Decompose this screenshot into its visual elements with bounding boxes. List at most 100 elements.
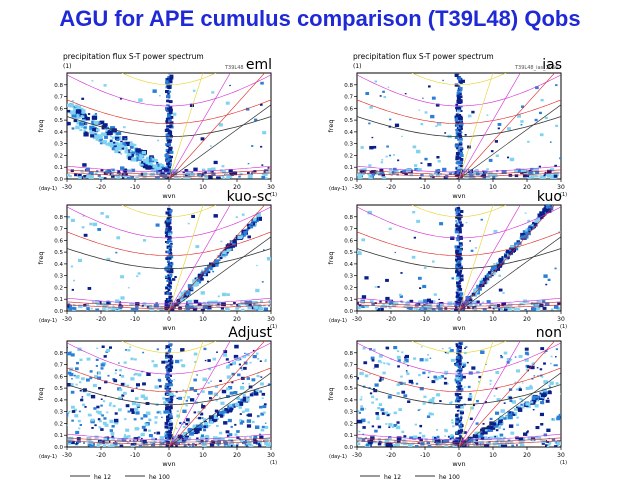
power-cell <box>89 125 95 130</box>
power-cell <box>481 280 487 285</box>
power-cell <box>100 363 105 367</box>
power-cell <box>455 291 459 294</box>
power-cell <box>484 436 488 439</box>
power-cell <box>360 146 364 149</box>
power-cell <box>508 251 513 255</box>
power-cell <box>455 380 460 384</box>
power-cell <box>456 410 460 412</box>
power-cell <box>165 398 168 400</box>
x-tick-label: 20 <box>523 452 531 459</box>
power-cell <box>216 440 221 445</box>
power-cell <box>89 370 93 373</box>
power-cell <box>156 162 159 164</box>
power-cell <box>534 118 538 122</box>
power-cell <box>245 107 250 111</box>
power-cell <box>543 274 548 278</box>
power-cell <box>109 444 115 447</box>
power-cell <box>169 436 174 440</box>
power-cell <box>168 400 173 404</box>
power-cell <box>114 418 119 423</box>
power-cell <box>230 441 234 444</box>
power-cell <box>95 410 99 413</box>
power-cell <box>81 119 86 123</box>
power-cell <box>458 248 462 252</box>
power-cell <box>550 168 555 172</box>
power-cell <box>135 397 139 400</box>
power-cell <box>153 440 157 443</box>
power-cell <box>120 382 125 386</box>
power-cell <box>161 166 164 169</box>
power-cell <box>201 269 203 271</box>
power-cell <box>90 414 92 417</box>
power-cell <box>456 356 460 360</box>
power-cell <box>394 440 397 443</box>
power-cell <box>222 292 227 297</box>
power-cell <box>457 227 462 231</box>
power-cell <box>111 173 114 176</box>
power-cell <box>455 113 459 116</box>
power-cell <box>168 270 172 274</box>
power-cell <box>70 390 75 394</box>
power-cell <box>119 142 123 145</box>
power-cell <box>476 300 480 304</box>
power-cell <box>165 287 168 290</box>
power-cell <box>169 431 172 434</box>
power-cell <box>259 435 264 440</box>
power-cell <box>195 245 200 249</box>
power-cell <box>373 440 377 444</box>
power-cell <box>459 369 463 372</box>
power-cell <box>124 150 129 154</box>
power-cell <box>364 374 369 378</box>
power-cell <box>397 365 400 368</box>
power-cell <box>459 95 463 99</box>
power-cell <box>175 444 178 447</box>
power-cell <box>444 444 449 447</box>
power-cell <box>554 445 558 447</box>
power-cell <box>474 442 479 446</box>
power-cell <box>372 388 375 390</box>
power-cell <box>550 362 552 365</box>
power-cell <box>459 152 463 155</box>
power-cell <box>87 287 92 290</box>
power-cell <box>108 404 112 407</box>
power-cell <box>531 362 535 366</box>
power-cell <box>243 366 247 370</box>
y-tick-label: 0.0 <box>54 445 63 451</box>
power-cell <box>539 392 542 395</box>
power-cell <box>261 164 264 166</box>
power-cell <box>235 216 238 219</box>
power-cell <box>535 175 539 178</box>
power-cell <box>111 174 115 178</box>
power-cell <box>167 240 170 243</box>
power-cell <box>528 386 533 390</box>
power-cell <box>444 351 447 354</box>
power-cell <box>476 400 479 403</box>
power-cell <box>70 218 75 222</box>
power-cell <box>457 369 460 372</box>
power-cell <box>242 398 247 402</box>
x-tick-label: 20 <box>233 452 241 459</box>
power-cell <box>401 351 404 354</box>
power-cell <box>94 424 97 427</box>
power-cell <box>522 174 527 178</box>
power-cell <box>417 436 422 440</box>
power-cell <box>167 118 172 122</box>
power-cell <box>239 419 243 422</box>
power-cell <box>133 418 137 421</box>
power-cell <box>460 422 463 425</box>
power-cell <box>459 210 464 213</box>
power-cell <box>525 368 529 371</box>
power-cell <box>189 445 192 447</box>
power-cell <box>239 422 243 425</box>
power-cell <box>459 237 463 240</box>
power-cell <box>550 177 554 179</box>
power-cell <box>74 104 78 108</box>
kelvin-line <box>458 341 556 447</box>
power-cell <box>518 437 524 441</box>
power-cell <box>175 427 178 430</box>
power-cell <box>169 248 172 251</box>
power-cell <box>516 114 521 118</box>
power-cell <box>166 127 169 130</box>
power-cell <box>479 283 484 287</box>
run-tag: T39L48_ias_3066 <box>514 65 558 71</box>
